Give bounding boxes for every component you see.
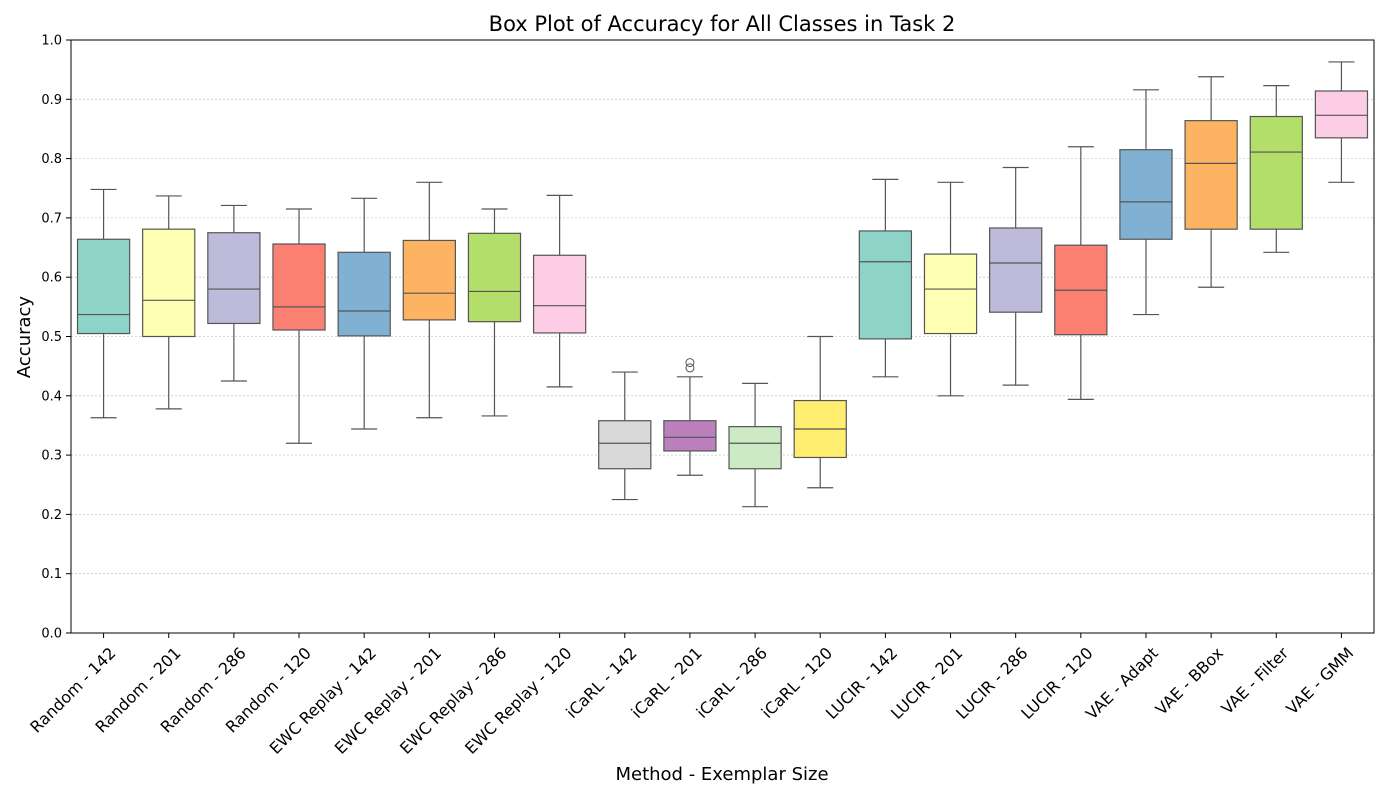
- box-17: [1184, 76, 1238, 288]
- iqr-box: [1184, 120, 1238, 230]
- box-9: [663, 358, 717, 476]
- x-tick-label: EWC Replay - 286: [396, 643, 510, 757]
- x-tick-label: EWC Replay - 201: [331, 643, 445, 757]
- iqr-box: [272, 243, 326, 331]
- y-tick-label: 0.6: [41, 271, 62, 286]
- outlier-point: [685, 358, 695, 368]
- iqr-box: [402, 239, 456, 321]
- y-tick-label: 0.8: [41, 152, 62, 167]
- y-tick-label: 0.9: [41, 93, 62, 108]
- y-tick-label: 0.0: [41, 627, 62, 642]
- x-tick-label: VAE - BBox: [1152, 643, 1227, 718]
- y-tick-label: 0.7: [41, 211, 62, 226]
- y-tick-label: 0.4: [41, 389, 62, 404]
- box-18: [1249, 85, 1303, 253]
- iqr-box: [337, 251, 391, 337]
- box-15: [1054, 146, 1108, 400]
- iqr-box: [1249, 115, 1303, 230]
- x-axis-label: Method - Exemplar Size: [615, 764, 828, 785]
- y-axis: 0.0 0.1 0.2 0.3 0.4 0.5 0.6 0.7 0.8 0.9 1.0: [41, 34, 71, 642]
- box-3: [272, 208, 326, 444]
- iqr-box: [1314, 90, 1369, 139]
- iqr-box: [142, 228, 196, 338]
- box-5: [402, 181, 456, 419]
- chart-title: Box Plot of Accuracy for All Classes in …: [489, 12, 956, 36]
- y-tick-label: 0.5: [41, 330, 62, 345]
- box-14: [989, 166, 1043, 386]
- iqr-box: [598, 420, 652, 470]
- y-tick-label: 0.2: [41, 508, 62, 523]
- iqr-box: [728, 426, 782, 470]
- box-7: [532, 194, 587, 388]
- x-tick-label: EWC Replay - 142: [266, 643, 380, 757]
- iqr-box: [663, 420, 717, 452]
- x-tick-label: EWC Replay - 120: [461, 643, 575, 757]
- y-tick-label: 0.3: [41, 449, 62, 464]
- box-6: [467, 208, 522, 417]
- iqr-box: [858, 230, 913, 340]
- y-tick-label: 1.0: [41, 34, 62, 49]
- iqr-box: [923, 253, 978, 335]
- outlier-point: [685, 363, 695, 373]
- box-2: [207, 204, 261, 382]
- box-12: [858, 178, 913, 378]
- box-16: [1119, 89, 1173, 316]
- box-1: [142, 195, 196, 410]
- box-11: [793, 335, 847, 489]
- gridlines: [71, 39, 1374, 634]
- iqr-box: [532, 254, 587, 334]
- y-axis-label: Accuracy: [14, 296, 35, 379]
- iqr-box: [1119, 149, 1173, 240]
- plot-frame: [70, 39, 1375, 634]
- iqr-box: [989, 227, 1043, 313]
- y-tick-label: 0.1: [41, 567, 62, 582]
- iqr-box: [467, 232, 522, 323]
- box-4: [337, 197, 391, 430]
- x-tick-label: VAE - Filter: [1218, 643, 1293, 718]
- boxes: [76, 61, 1369, 508]
- box-13: [923, 181, 978, 397]
- box-19: [1314, 61, 1369, 183]
- iqr-box: [76, 238, 131, 335]
- iqr-box: [207, 232, 261, 325]
- box-8: [598, 371, 652, 501]
- box-10: [728, 382, 782, 508]
- x-tick-label: VAE - GMM: [1282, 643, 1357, 718]
- box-0: [76, 188, 131, 419]
